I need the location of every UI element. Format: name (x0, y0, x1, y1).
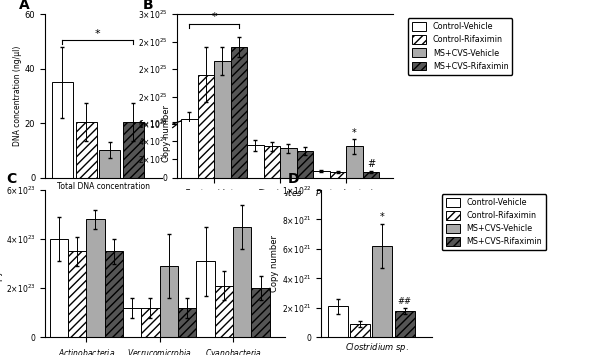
Bar (123, 308, 142, 337)
Bar (313, 171, 330, 178)
Bar (296, 163, 313, 179)
Bar (197, 3, 214, 178)
Bar (350, 324, 370, 337)
Bar (181, 77, 197, 178)
X-axis label: $\it{Clostridium\ sp.}$: $\it{Clostridium\ sp.}$ (344, 342, 409, 354)
Bar (330, 172, 346, 178)
Bar (263, 160, 280, 179)
Text: C: C (7, 171, 17, 186)
Bar (233, 227, 251, 337)
Bar (280, 148, 296, 178)
Bar (373, 246, 392, 337)
Text: A: A (19, 0, 30, 12)
Bar (247, 160, 263, 179)
Bar (215, 286, 233, 337)
Bar (263, 146, 280, 178)
Text: *: * (211, 12, 217, 22)
Bar (123, 122, 143, 178)
Bar (395, 311, 415, 337)
Legend: Control-Vehicle, Control-Rifaximin, MS+CVS-Vehicle, MS+CVS-Rifaximin: Control-Vehicle, Control-Rifaximin, MS+C… (408, 18, 512, 75)
Bar (296, 151, 313, 178)
Bar (247, 146, 263, 178)
Bar (214, 61, 230, 179)
Bar (346, 160, 363, 179)
Bar (160, 266, 178, 337)
Bar (50, 239, 68, 337)
Text: *: * (352, 127, 357, 138)
Bar (330, 176, 346, 179)
Y-axis label: Copy number: Copy number (270, 235, 279, 292)
Bar (197, 75, 214, 179)
Text: D: D (288, 171, 299, 186)
Bar (196, 261, 215, 337)
Bar (68, 251, 86, 337)
Bar (142, 308, 160, 337)
Text: ##: ## (398, 296, 412, 306)
Bar (230, 47, 247, 179)
Bar (178, 308, 196, 337)
Bar (251, 288, 270, 337)
Bar (280, 162, 296, 179)
Bar (181, 119, 197, 179)
Bar (86, 219, 104, 337)
Bar (363, 172, 379, 178)
Text: B: B (142, 0, 153, 12)
Bar (313, 175, 330, 179)
Text: Copy number: Copy number (162, 105, 172, 162)
Bar (214, 0, 230, 178)
Legend: Control-Vehicle, Control-Rifaximin, MS+CVS-Vehicle, MS+CVS-Rifaximin: Control-Vehicle, Control-Rifaximin, MS+C… (442, 194, 546, 250)
Bar (346, 146, 363, 178)
Y-axis label: DNA concentration (ng/µl): DNA concentration (ng/µl) (13, 46, 22, 146)
Bar (99, 150, 120, 178)
Text: *: * (95, 29, 101, 39)
Text: *: * (380, 212, 385, 222)
X-axis label: Total DNA concentration
in colon content: Total DNA concentration in colon content (57, 182, 150, 201)
Bar (230, 0, 247, 178)
Text: #: # (367, 159, 375, 169)
Y-axis label: Copy number: Copy number (0, 235, 3, 292)
Bar (76, 122, 97, 178)
Bar (363, 176, 379, 179)
Bar (104, 251, 123, 337)
Bar (52, 82, 73, 178)
Bar (328, 306, 347, 337)
